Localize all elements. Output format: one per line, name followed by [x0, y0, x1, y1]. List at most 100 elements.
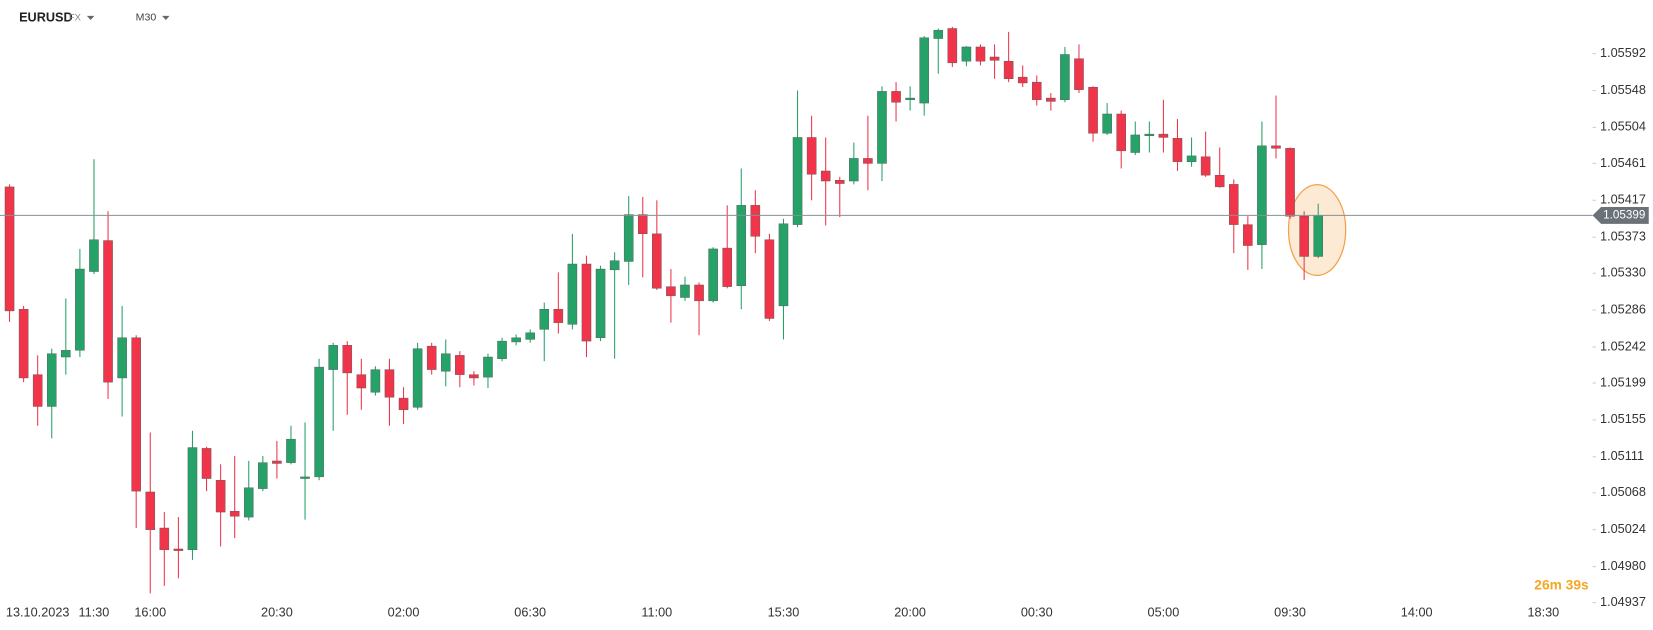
candle-body — [947, 28, 958, 64]
header: EURUSD FX M30 — [19, 10, 170, 24]
candle-body — [834, 179, 845, 184]
y-tick-label: 1.05199 — [1600, 375, 1646, 389]
candle-body — [1032, 81, 1042, 100]
candle-body — [961, 46, 972, 62]
candle-body — [637, 214, 648, 235]
y-tick-label: 1.05242 — [1600, 339, 1646, 353]
candle-body — [89, 239, 99, 272]
candle-body — [1017, 76, 1028, 84]
candle-body — [1046, 97, 1056, 102]
candle-body — [46, 353, 57, 407]
candle-body — [1257, 145, 1267, 245]
candle-body — [792, 137, 803, 225]
candle-body — [314, 366, 324, 478]
candle-body — [1243, 224, 1253, 246]
countdown: 26m 39s — [1534, 577, 1589, 592]
candle-body — [286, 438, 296, 463]
candle-body — [187, 447, 198, 551]
candle-body — [778, 223, 789, 307]
candle-body — [145, 491, 156, 530]
candle-body — [258, 462, 268, 489]
candle-body — [1200, 156, 1211, 176]
candle-body — [1088, 86, 1098, 134]
candle-body — [426, 345, 437, 370]
candle-body — [609, 260, 620, 271]
candle-body — [1074, 58, 1084, 90]
x-tick-label: 20:00 — [894, 605, 926, 619]
candle-body — [595, 268, 606, 338]
candle-body — [652, 233, 662, 289]
candle-body — [1102, 113, 1112, 134]
candle-body — [398, 397, 409, 411]
candle-body — [131, 337, 141, 492]
y-tick-label: 1.04980 — [1600, 559, 1646, 573]
candle-body — [300, 476, 310, 479]
x-tick-label: 16:00 — [134, 605, 166, 619]
y-tick-label: 1.05155 — [1600, 412, 1646, 426]
candle-body — [666, 286, 676, 297]
candle-body — [61, 350, 71, 358]
y-tick-label: 1.05373 — [1600, 230, 1646, 244]
candle-body — [1299, 216, 1309, 257]
candle-body — [877, 91, 887, 164]
candle-body — [708, 248, 718, 302]
candle-body — [103, 240, 113, 383]
candle-body — [483, 356, 493, 378]
x-tick-label: 09:30 — [1274, 605, 1306, 619]
candle-body — [806, 137, 817, 175]
candle-body — [567, 263, 578, 325]
candle-body — [863, 158, 873, 164]
x-tick-label: 11:00 — [641, 605, 672, 619]
candle-body — [989, 56, 1000, 61]
candle-body — [736, 205, 747, 287]
candle-body — [1060, 54, 1070, 100]
candle-body — [1214, 174, 1225, 188]
plot-area: 1.055921.055481.055041.054611.054171.053… — [0, 26, 1649, 619]
x-tick-label: 11:30 — [79, 605, 110, 619]
symbol[interactable]: EURUSD — [19, 10, 73, 24]
candle-body — [412, 348, 423, 408]
candle-body — [849, 158, 859, 182]
candle-body — [159, 527, 170, 551]
candle-body — [1313, 215, 1323, 257]
interval-dropdown-caret[interactable] — [162, 15, 170, 21]
interval[interactable]: M30 — [136, 12, 157, 24]
x-tick-label: 02:00 — [388, 605, 420, 619]
symbol-dropdown-caret[interactable] — [86, 15, 95, 21]
y-tick-label: 1.04937 — [1600, 595, 1646, 609]
candle-body — [328, 345, 338, 370]
candle-body — [75, 268, 85, 351]
candle-body — [497, 340, 507, 359]
candle-body — [1116, 113, 1126, 152]
x-tick-label: 13.10.2023 — [6, 605, 70, 619]
candle-body — [905, 97, 915, 100]
candle-body — [117, 337, 127, 379]
x-tick-label: 18:30 — [1527, 605, 1559, 619]
market: FX — [69, 12, 82, 23]
candle-body — [1172, 138, 1183, 162]
y-tick-label: 1.05548 — [1600, 83, 1646, 97]
candle-body — [173, 548, 184, 551]
candle-body — [623, 214, 634, 262]
current-price-tag — [1592, 206, 1649, 224]
x-tick-label: 06:30 — [514, 605, 546, 619]
candle-body — [1130, 134, 1141, 153]
candle-body — [1003, 60, 1014, 79]
y-tick-label: 1.05504 — [1600, 120, 1646, 134]
candle-body — [370, 369, 381, 393]
y-tick-label: 1.05461 — [1600, 156, 1646, 170]
candle-body — [750, 205, 761, 237]
candle-body — [229, 511, 240, 517]
y-tick-label: 1.05417 — [1600, 193, 1646, 207]
x-tick-label: 14:00 — [1401, 605, 1433, 619]
candle-body — [511, 337, 521, 343]
candle-body — [539, 309, 550, 330]
candle-body — [1229, 184, 1239, 225]
candle-body — [243, 487, 254, 518]
candle-body — [455, 355, 465, 375]
x-tick-label: 20:30 — [261, 605, 293, 619]
candle-body — [975, 46, 986, 62]
y-tick-label: 1.05286 — [1600, 302, 1646, 316]
